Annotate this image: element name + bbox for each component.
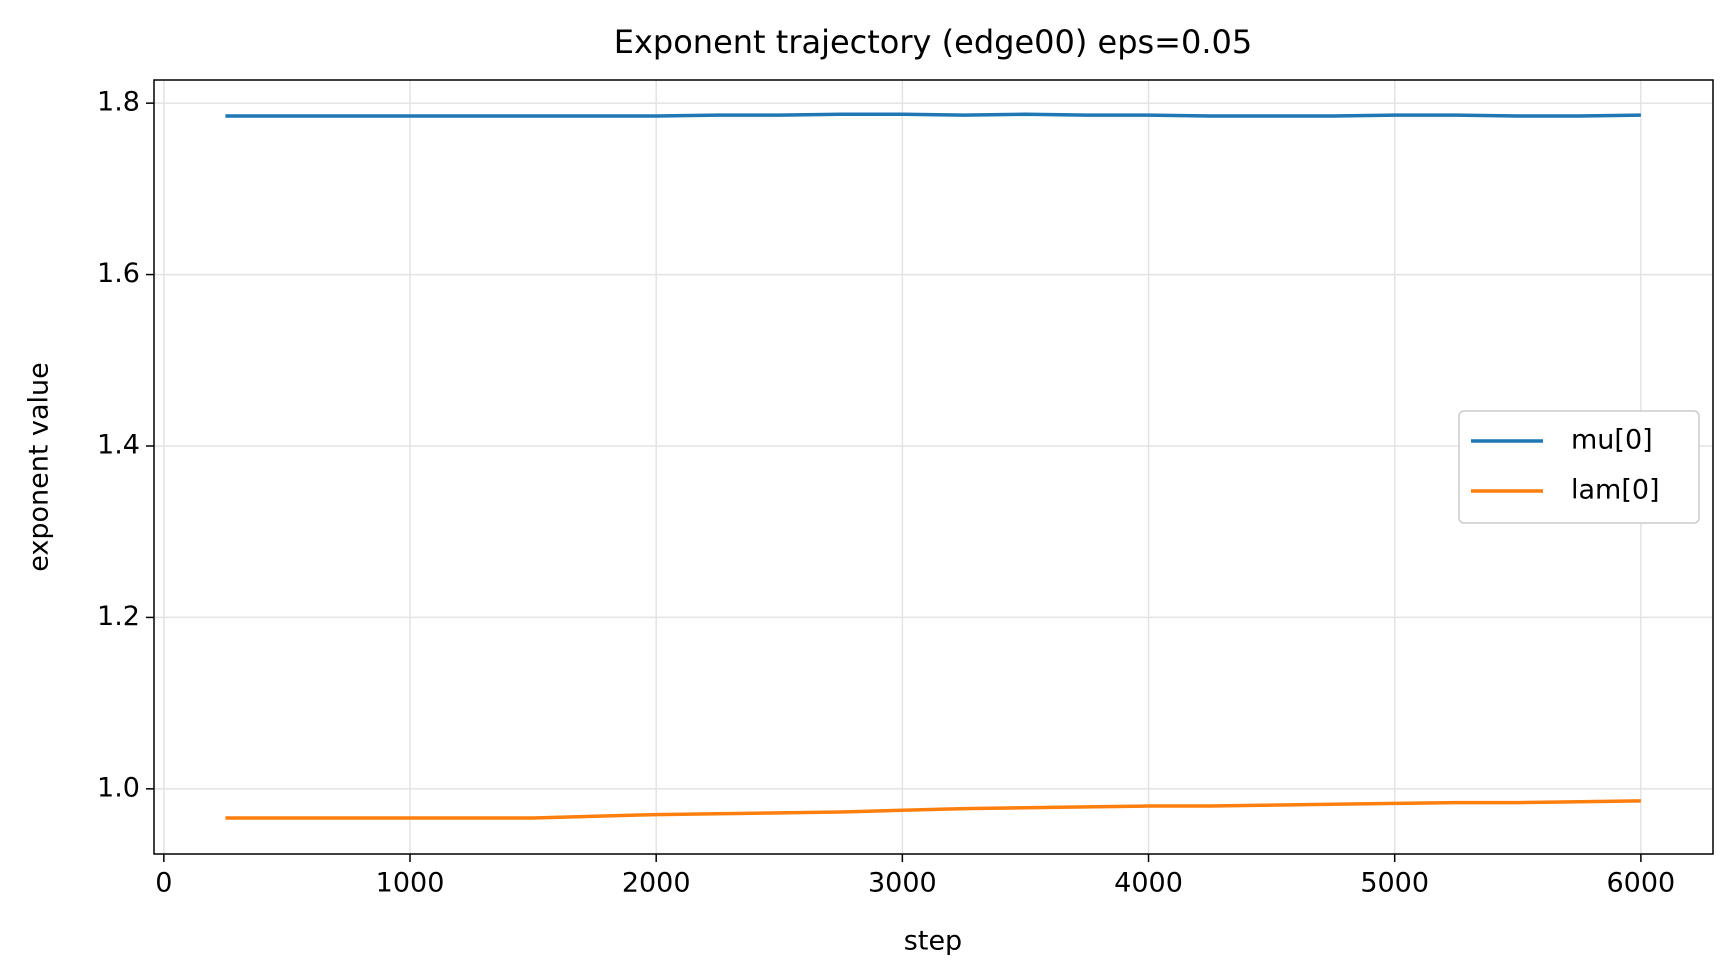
y-tick-label: 1.6 <box>97 258 140 289</box>
x-tick-label: 2000 <box>622 868 691 899</box>
y-tick-label: 1.2 <box>97 601 140 632</box>
x-tick-label: 6000 <box>1607 868 1676 899</box>
x-tick-label: 4000 <box>1114 868 1183 899</box>
x-axis-label: step <box>904 926 962 957</box>
line-series <box>225 112 1641 118</box>
x-tick-label: 0 <box>155 868 172 899</box>
line-series <box>225 799 1641 820</box>
y-tick-label: 1.0 <box>97 772 140 803</box>
x-tick-label: 5000 <box>1360 868 1429 899</box>
legend-label: mu[0] <box>1571 425 1653 456</box>
x-tick-label: 1000 <box>376 868 445 899</box>
legend-box <box>1458 410 1700 524</box>
x-tick-label: 3000 <box>868 868 937 899</box>
y-tick-label: 1.8 <box>97 87 140 118</box>
chart-title: Exponent trajectory (edge00) eps=0.05 <box>614 23 1252 61</box>
y-tick-label: 1.4 <box>97 430 140 461</box>
legend: mu[0] lam[0] <box>1458 410 1700 524</box>
legend-label: lam[0] <box>1571 475 1660 506</box>
plot-frame <box>153 79 1714 855</box>
y-axis-label: exponent value <box>24 362 55 572</box>
